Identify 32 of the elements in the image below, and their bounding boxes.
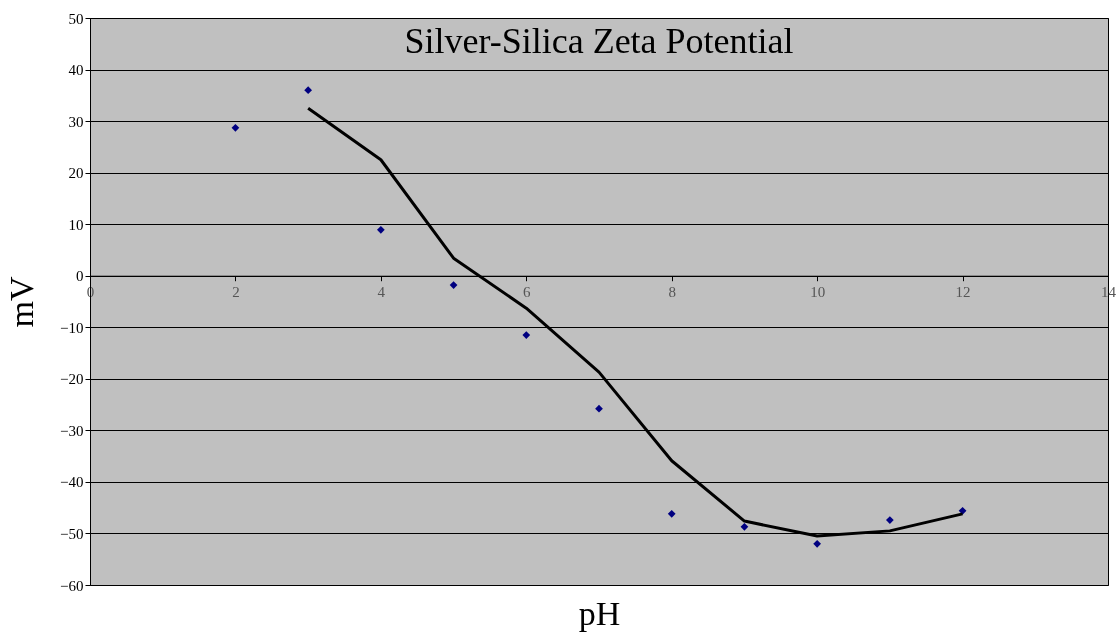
y-tick-label: 40 xyxy=(68,62,84,79)
y-tick-label: −30 xyxy=(60,422,84,439)
x-tick-label: 12 xyxy=(955,284,971,301)
x-tick-label: 4 xyxy=(377,284,386,301)
y-tick-label: 10 xyxy=(68,216,84,233)
chart-title: Silver-Silica Zeta Potential xyxy=(404,21,794,61)
y-tick-label: −60 xyxy=(60,577,84,594)
point xyxy=(667,509,676,518)
point xyxy=(304,86,313,95)
y-axis-title: mV xyxy=(3,276,41,328)
x-tick-label: 8 xyxy=(668,284,676,301)
point xyxy=(958,506,967,515)
y-tick-label: 20 xyxy=(68,165,84,182)
point xyxy=(522,331,531,339)
point xyxy=(231,123,240,132)
point xyxy=(595,404,603,413)
y-tick-label: 50 xyxy=(68,10,84,27)
y-tick-label: −10 xyxy=(60,319,84,336)
point xyxy=(376,225,385,234)
x-tick-label: 10 xyxy=(810,284,826,301)
y-tick-label: 30 xyxy=(68,113,84,130)
y-tick-label: 0 xyxy=(76,268,84,285)
point xyxy=(885,516,894,524)
point xyxy=(813,539,822,548)
point xyxy=(449,281,458,289)
point xyxy=(740,522,749,531)
x-axis-title: pH xyxy=(578,594,621,632)
x-tick-label: 6 xyxy=(523,284,532,301)
y-tick-label: −40 xyxy=(60,474,84,491)
y-tick-label: −20 xyxy=(60,371,84,388)
x-tick-label: 2 xyxy=(232,284,240,301)
y-tick-label: −50 xyxy=(60,525,84,542)
